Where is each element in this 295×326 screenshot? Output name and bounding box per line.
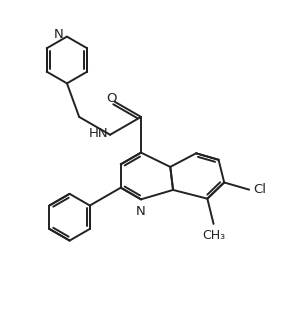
Text: N: N [136, 205, 146, 218]
Text: Cl: Cl [253, 183, 266, 196]
Text: CH₃: CH₃ [202, 229, 225, 242]
Text: N: N [53, 28, 63, 41]
Text: O: O [107, 92, 117, 105]
Text: HN: HN [89, 126, 109, 140]
